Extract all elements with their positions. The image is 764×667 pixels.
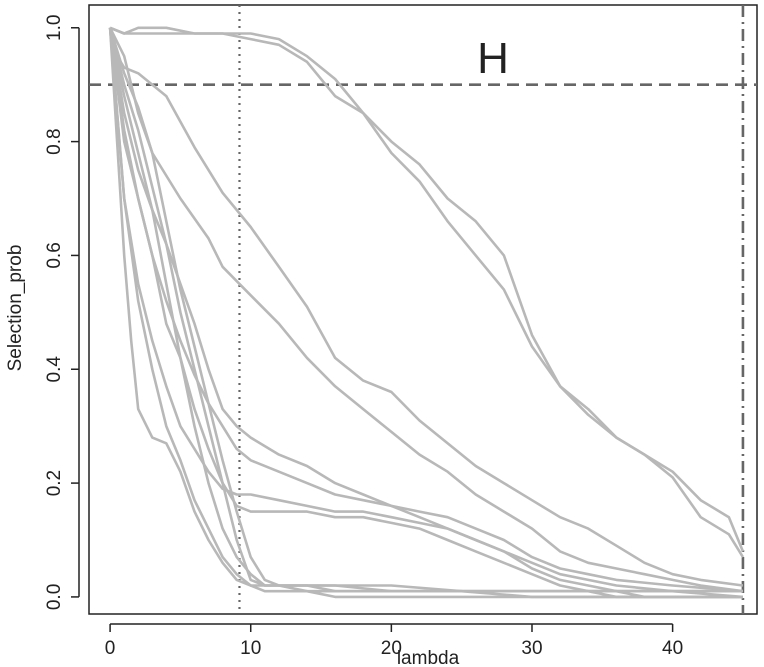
panel-label: H xyxy=(477,34,509,83)
series-line-11 xyxy=(108,27,743,593)
series-line-13 xyxy=(108,27,743,599)
series-line-6 xyxy=(108,27,744,599)
y-tick-label: 0.6 xyxy=(44,242,65,268)
x-tick-label: 30 xyxy=(521,638,542,659)
x-tick-label: 0 xyxy=(105,638,116,659)
series-line-3 xyxy=(108,27,744,587)
series-lines xyxy=(108,26,745,599)
series-line-10 xyxy=(108,27,743,593)
x-tick-label: 20 xyxy=(381,638,402,659)
x-tick-label: 40 xyxy=(662,638,683,659)
series-line-9 xyxy=(108,27,743,593)
series-line-8 xyxy=(108,27,743,599)
series-line-5 xyxy=(108,27,744,593)
series-line-2 xyxy=(109,26,745,558)
series-line-4 xyxy=(108,27,744,593)
x-tick-label: 10 xyxy=(240,638,261,659)
y-tick-label: 0.2 xyxy=(44,470,65,496)
y-tick-label: 0.4 xyxy=(44,356,65,383)
y-axis: 0.0 0.2 0.4 0.6 0.8 1.0 xyxy=(44,15,80,610)
series-line-7 xyxy=(108,27,743,599)
y-tick-label: 0.8 xyxy=(44,128,65,154)
y-tick-label: 0.0 xyxy=(44,584,65,610)
plot-frame xyxy=(88,4,758,615)
x-axis-label: lambda xyxy=(397,648,460,667)
y-axis-label: Selection_prob xyxy=(5,245,26,372)
series-line-12 xyxy=(108,27,743,599)
y-tick-label: 1.0 xyxy=(44,15,65,41)
reference-lines xyxy=(89,5,757,614)
x-axis: 0 10 20 30 40 xyxy=(105,623,683,659)
